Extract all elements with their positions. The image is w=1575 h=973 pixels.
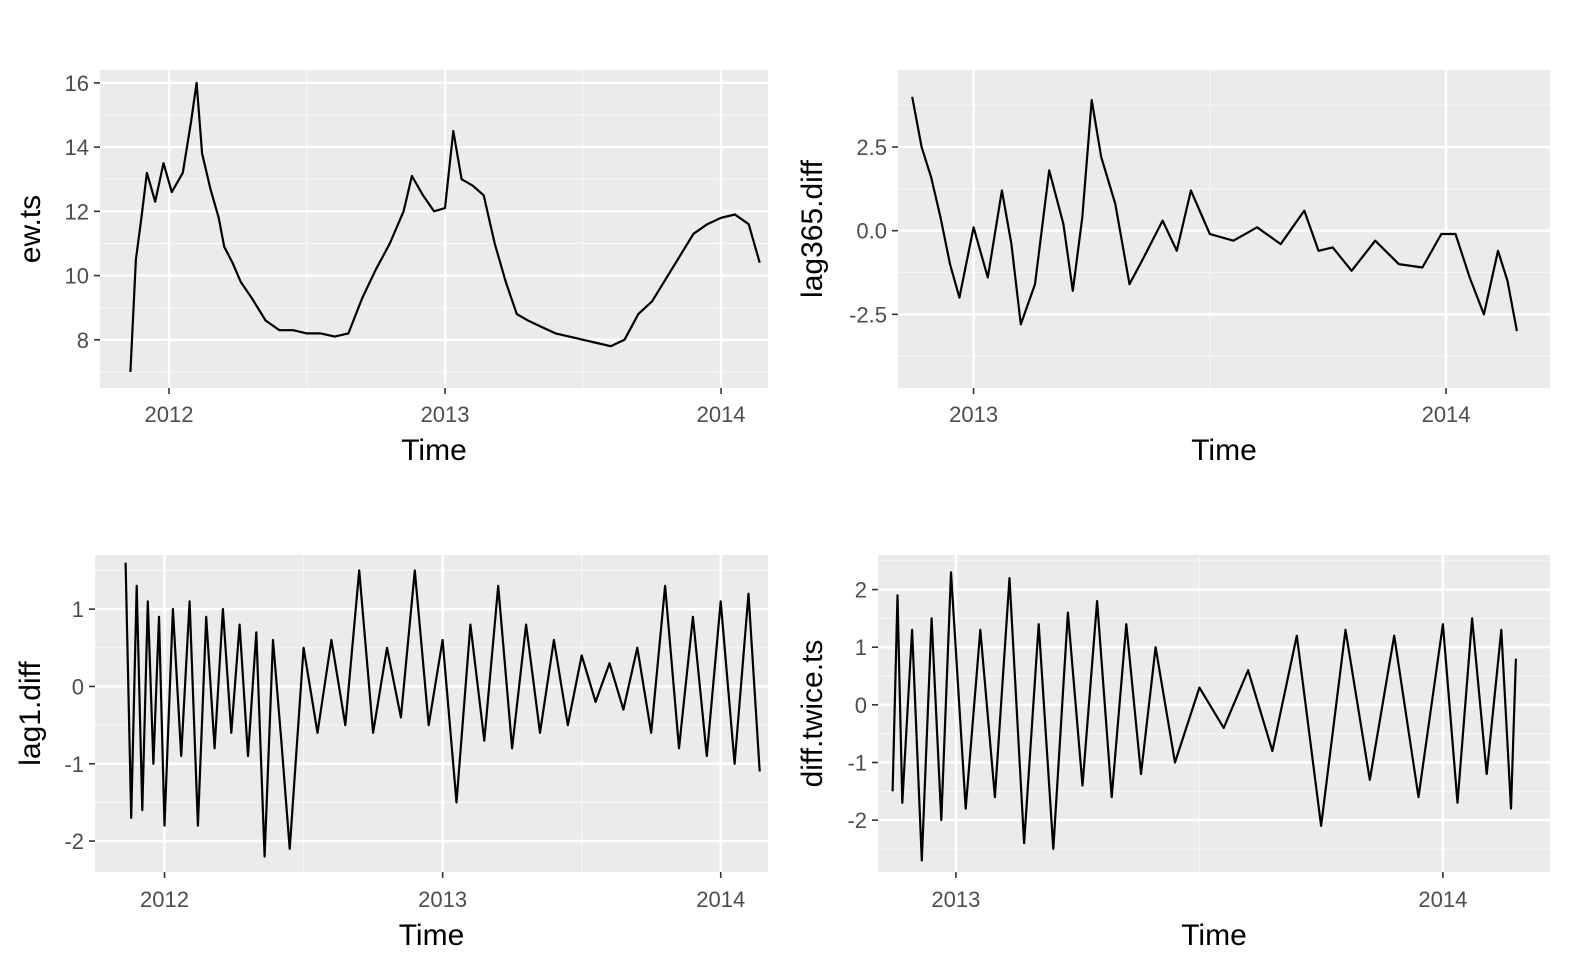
y-tick-label: 2 [855,578,867,603]
x-tick-label: 2014 [696,887,745,912]
y-tick-label: 16 [65,71,89,96]
series-line-difftwice [891,571,1517,862]
y-tick-label: 1 [855,635,867,660]
y-tick-label: 14 [65,135,89,160]
x-tick-label: 2014 [1418,887,1467,912]
y-tick-label: -1 [64,752,84,777]
y-axis-title: lag1.diff [14,661,47,766]
panel-difftwice: 2013 2014 -2 -1 0 1 2 Time diff.twice.ts [796,555,1550,952]
y-axis-title: ew.ts [14,195,47,263]
series-line-lag1 [124,562,761,858]
x-tick-label: 2013 [418,887,467,912]
series-line-lag365 [911,96,1518,332]
y-tick-label: 0 [855,693,867,718]
y-tick-label: 0 [72,674,84,699]
panel-ew: 2012 2013 2014 8 10 12 14 16 Time ew.ts [14,70,768,467]
x-axis-title: Time [1191,434,1257,467]
y-tick-label: 12 [65,199,89,224]
y-tick-label: 10 [65,264,89,289]
panel-lag365: 2013 2014 -2.5 0.0 2.5 Time lag365.diff [796,70,1550,467]
x-tick-label: 2012 [140,887,189,912]
panel-lag1: 2012 2013 2014 -2 -1 0 1 Time lag1.diff [14,555,768,952]
x-tick-label: 2014 [697,402,746,427]
y-tick-label: 2.5 [856,135,887,160]
series-line-ew [129,81,761,372]
y-tick-label: 8 [77,328,89,353]
x-axis-title: Time [1181,919,1247,952]
x-tick-label: 2012 [145,402,194,427]
x-tick-label: 2013 [931,887,980,912]
y-tick-label: 1 [72,597,84,622]
y-axis-title: diff.twice.ts [796,640,829,788]
plot-background [898,70,1550,388]
x-tick-label: 2014 [1422,402,1471,427]
y-tick-label: -2 [64,829,84,854]
x-tick-label: 2013 [421,402,470,427]
y-tick-label: -1 [847,750,867,775]
x-axis-title: Time [399,919,465,952]
y-tick-label: -2 [847,808,867,833]
y-tick-label: -2.5 [849,302,887,327]
y-axis-title: lag365.diff [796,159,829,298]
plot-background [100,70,768,388]
y-tick-label: 0.0 [856,219,887,244]
x-tick-label: 2013 [949,402,998,427]
x-axis-title: Time [401,434,467,467]
